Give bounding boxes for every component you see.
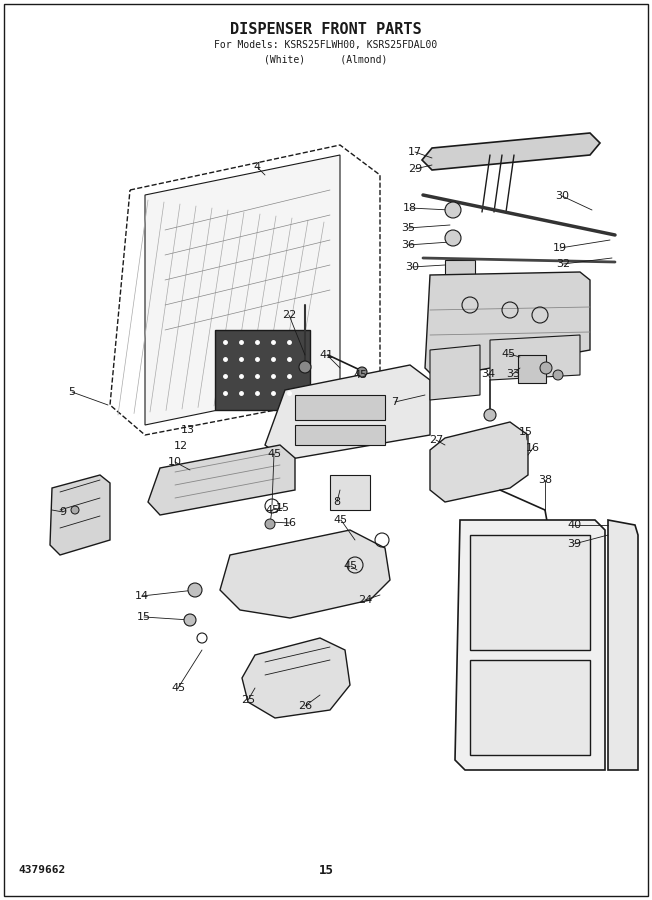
- Text: 27: 27: [429, 435, 443, 445]
- Text: 14: 14: [135, 591, 149, 601]
- Bar: [215, 330, 310, 410]
- Circle shape: [188, 583, 202, 597]
- Text: 25: 25: [241, 695, 255, 705]
- Text: 26: 26: [298, 701, 312, 711]
- Polygon shape: [422, 133, 600, 170]
- Text: 19: 19: [553, 243, 567, 253]
- Polygon shape: [265, 365, 430, 460]
- Bar: [470, 535, 590, 650]
- Circle shape: [484, 409, 496, 421]
- Text: 29: 29: [408, 164, 422, 174]
- Text: 16: 16: [526, 443, 540, 453]
- Text: 45: 45: [502, 349, 516, 359]
- Circle shape: [299, 361, 311, 373]
- Text: 36: 36: [401, 240, 415, 250]
- Polygon shape: [490, 335, 580, 380]
- Text: For Models: KSRS25FLWH00, KSRS25FDAL00: For Models: KSRS25FLWH00, KSRS25FDAL00: [215, 40, 437, 50]
- Text: 34: 34: [481, 369, 495, 379]
- Bar: [445, 260, 475, 282]
- Polygon shape: [148, 445, 295, 515]
- Text: 39: 39: [567, 539, 581, 549]
- Bar: [330, 475, 370, 510]
- Text: 17: 17: [408, 147, 422, 157]
- Polygon shape: [430, 422, 528, 502]
- Bar: [295, 395, 385, 420]
- Text: 15: 15: [137, 612, 151, 622]
- Circle shape: [265, 519, 275, 529]
- Text: 15: 15: [318, 863, 334, 877]
- Polygon shape: [220, 530, 390, 618]
- Text: 12: 12: [174, 441, 188, 451]
- Text: 45: 45: [267, 449, 281, 459]
- Text: 5: 5: [68, 387, 76, 397]
- Text: 10: 10: [168, 457, 182, 467]
- Polygon shape: [242, 638, 350, 718]
- Text: 45: 45: [265, 505, 279, 515]
- Text: 13: 13: [181, 425, 195, 435]
- Bar: [295, 425, 385, 445]
- Text: 7: 7: [391, 397, 398, 407]
- Text: 45: 45: [344, 561, 358, 571]
- Text: 22: 22: [282, 310, 296, 320]
- Polygon shape: [50, 475, 110, 555]
- Text: 4379662: 4379662: [18, 865, 65, 875]
- Circle shape: [540, 362, 552, 374]
- Circle shape: [553, 370, 563, 380]
- Circle shape: [71, 506, 79, 514]
- Text: 41: 41: [320, 350, 334, 360]
- Text: 45: 45: [334, 515, 348, 525]
- Circle shape: [184, 614, 196, 626]
- Bar: [470, 660, 590, 755]
- Text: 30: 30: [555, 191, 569, 201]
- Text: 30: 30: [405, 262, 419, 272]
- Text: 45: 45: [171, 683, 185, 693]
- Text: 35: 35: [401, 223, 415, 233]
- Text: 33: 33: [506, 369, 520, 379]
- Text: 9: 9: [59, 507, 67, 517]
- Text: 40: 40: [567, 520, 581, 530]
- Circle shape: [445, 202, 461, 218]
- Text: 32: 32: [556, 259, 570, 269]
- Text: 18: 18: [403, 203, 417, 213]
- Text: 24: 24: [358, 595, 372, 605]
- Text: DISPENSER FRONT PARTS: DISPENSER FRONT PARTS: [230, 22, 422, 37]
- Polygon shape: [430, 345, 480, 400]
- Polygon shape: [608, 520, 638, 770]
- Text: 38: 38: [538, 475, 552, 485]
- Text: 15: 15: [276, 503, 290, 513]
- Polygon shape: [425, 272, 590, 378]
- Text: 16: 16: [283, 518, 297, 528]
- Text: 8: 8: [333, 497, 340, 507]
- Polygon shape: [455, 520, 605, 770]
- Text: 15: 15: [519, 427, 533, 437]
- Text: 4: 4: [254, 162, 261, 172]
- Bar: [518, 355, 546, 383]
- Polygon shape: [145, 155, 340, 425]
- Circle shape: [445, 230, 461, 246]
- Text: (White)      (Almond): (White) (Almond): [264, 55, 388, 65]
- Circle shape: [357, 367, 367, 377]
- Text: 45: 45: [354, 370, 368, 380]
